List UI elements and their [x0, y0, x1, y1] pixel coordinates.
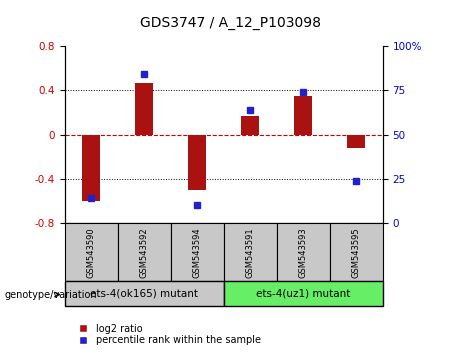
Text: ets-4(uz1) mutant: ets-4(uz1) mutant	[256, 289, 350, 299]
Bar	[65, 281, 224, 306]
Text: GSM543594: GSM543594	[193, 227, 201, 278]
Bar	[82, 135, 100, 201]
Bar	[65, 223, 118, 281]
Text: GSM543593: GSM543593	[299, 227, 307, 278]
Bar	[135, 82, 154, 135]
Text: GSM543595: GSM543595	[352, 227, 361, 278]
Text: GSM543591: GSM543591	[246, 227, 254, 278]
Bar	[241, 116, 260, 135]
Text: genotype/variation: genotype/variation	[5, 290, 97, 299]
Bar	[224, 281, 383, 306]
Bar	[330, 223, 383, 281]
Bar	[347, 135, 366, 148]
Text: GDS3747 / A_12_P103098: GDS3747 / A_12_P103098	[140, 16, 321, 30]
Bar	[294, 96, 313, 135]
Legend: log2 ratio, percentile rank within the sample: log2 ratio, percentile rank within the s…	[70, 320, 265, 349]
Text: ets-4(ok165) mutant: ets-4(ok165) mutant	[90, 289, 198, 299]
Bar	[224, 223, 277, 281]
Bar	[277, 223, 330, 281]
Text: GSM543592: GSM543592	[140, 227, 148, 278]
Bar	[188, 135, 207, 190]
Bar	[118, 223, 171, 281]
Text: GSM543590: GSM543590	[87, 227, 95, 278]
Bar	[171, 223, 224, 281]
